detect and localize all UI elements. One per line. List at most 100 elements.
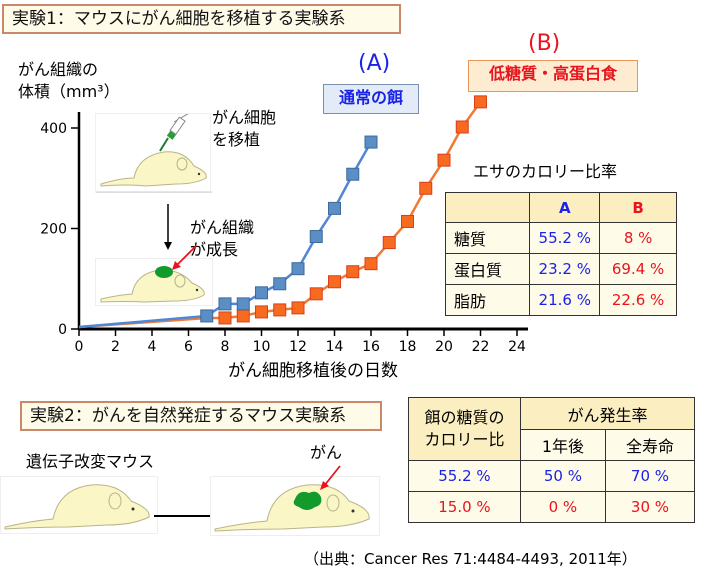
series-a-marker <box>364 135 378 149</box>
series-b-marker <box>273 303 287 317</box>
red-arrow-icon <box>172 245 197 270</box>
rate-one-year: 0 % <box>519 491 606 523</box>
series-b-marker <box>291 301 305 315</box>
annot-inject-line2: を移植 <box>212 130 261 149</box>
series-a-marker <box>291 262 305 276</box>
down-arrow-icon <box>164 204 172 250</box>
rate-lifetime: 70 % <box>604 460 696 492</box>
carb-ratio: 15.0 % <box>408 491 521 523</box>
x-axis-label: がん細胞移植後の日数 <box>228 361 398 381</box>
nutrient-label: 脂肪 <box>444 284 531 316</box>
diet-b-tag: (B) <box>528 31 561 56</box>
nutrient-label: 蛋白質 <box>444 253 531 285</box>
y-axis-label-line1: がん組織の <box>18 60 99 79</box>
x-tick-label: 4 <box>148 339 157 355</box>
series-a-marker <box>328 201 341 215</box>
annot-growth-line1: がん組織 <box>190 218 255 237</box>
mouse-syringe-icon <box>96 111 212 193</box>
series-b-marker <box>346 265 360 279</box>
table-row: 糖質 55.2 % 8 % <box>444 222 677 254</box>
chart-series <box>78 95 487 329</box>
cancer-mouse-illustration <box>210 476 380 536</box>
y-tick-label: 0 <box>58 322 67 338</box>
series-b-marker <box>364 257 378 271</box>
calorie-table-title: エサのカロリー比率 <box>473 162 618 181</box>
table-row: 蛋白質 23.2 % 69.4 % <box>444 253 677 285</box>
calorie-header-blank <box>444 192 531 223</box>
x-tick-label: 10 <box>253 339 271 355</box>
series-b-marker <box>218 311 232 325</box>
series-b-marker <box>474 95 487 109</box>
x-tick-label: 6 <box>184 339 193 355</box>
value-a: 23.2 % <box>529 253 601 285</box>
mouse-cancer-icon <box>214 484 370 532</box>
mouse-tumor-illustration <box>95 258 213 306</box>
cancer-label: がん <box>310 443 343 462</box>
series-b-marker <box>419 181 433 195</box>
series-b-marker <box>328 275 341 289</box>
source-citation: （出典：Cancer Res 71:4484-4493, 2011年） <box>304 550 637 568</box>
x-tick-label: 0 <box>75 339 84 355</box>
series-b-marker <box>309 287 323 301</box>
series-b-marker <box>255 305 268 319</box>
y-tick-label: 200 <box>40 222 67 238</box>
header-lifetime: 全寿命 <box>604 429 696 461</box>
value-a: 55.2 % <box>529 222 601 254</box>
cancer-incidence-table: 餌の糖質の カロリー比 がん発生率 1年後 全寿命 55.2 % 50 % 70… <box>408 397 696 523</box>
x-tick-label: 14 <box>326 339 344 355</box>
x-tick-label: 24 <box>508 339 526 355</box>
series-a-marker <box>200 309 214 323</box>
experiment2-title: 実験2：がんを自然発症するマウス実験系 <box>20 401 382 431</box>
series-a-marker <box>236 297 250 311</box>
x-tick-label: 20 <box>435 339 453 355</box>
diet-a-label: 通常の餌 <box>323 84 419 114</box>
rate-one-year: 50 % <box>519 460 606 492</box>
header-cancer-rate: がん発生率 <box>519 397 696 430</box>
series-a-marker <box>273 277 287 291</box>
diet-b-label: 低糖質・高蛋白食 <box>468 60 638 92</box>
header-carb-ratio-line1: 餌の糖質の <box>424 408 505 427</box>
series-a-marker <box>346 167 360 181</box>
series-a-marker <box>255 286 268 300</box>
series-b-marker <box>236 309 250 323</box>
carb-ratio: 55.2 % <box>408 460 521 492</box>
mouse-injection-illustration <box>95 111 212 193</box>
series-b-marker <box>382 236 396 250</box>
mouse-icon <box>4 484 150 530</box>
value-a: 21.6 % <box>529 284 601 316</box>
table-row: 55.2 % 50 % 70 % <box>408 460 696 492</box>
annot-growth-line2: が成長 <box>190 240 239 259</box>
value-b: 69.4 % <box>599 253 677 285</box>
calorie-ratio-table: A B 糖質 55.2 % 8 % 蛋白質 23.2 % 69.4 % 脂肪 2… <box>444 192 677 316</box>
x-tick-label: 12 <box>289 339 307 355</box>
x-tick-label: 18 <box>399 339 417 355</box>
transgenic-mouse-illustration <box>0 476 158 534</box>
annot-inject-line1: がん細胞 <box>212 108 277 127</box>
x-tick-label: 8 <box>221 339 230 355</box>
header-one-year: 1年後 <box>519 429 606 461</box>
x-tick-label: 22 <box>472 339 490 355</box>
value-b: 8 % <box>599 222 677 254</box>
y-tick-label: 400 <box>40 121 67 137</box>
value-b: 22.6 % <box>599 284 677 316</box>
table-row: 15.0 % 0 % 30 % <box>408 491 696 523</box>
red-arrow-icon <box>320 465 341 490</box>
header-carb-ratio: 餌の糖質の カロリー比 <box>408 397 521 461</box>
rate-lifetime: 30 % <box>604 491 696 523</box>
nutrient-label: 糖質 <box>444 222 531 254</box>
transgenic-mouse-label: 遺伝子改変マウス <box>26 452 155 471</box>
diet-a-tag: (A) <box>358 51 391 76</box>
x-tick-label: 16 <box>362 339 380 355</box>
x-tick-label: 2 <box>111 339 120 355</box>
calorie-header-a: A <box>529 192 601 223</box>
series-b-marker <box>437 153 451 167</box>
y-axis-label-line2: 体積（mm³） <box>18 82 120 101</box>
series-a-marker <box>218 297 232 311</box>
series-a-marker <box>309 230 323 244</box>
table-row: 脂肪 21.6 % 22.6 % <box>444 284 677 316</box>
series-b-marker <box>455 120 469 134</box>
header-carb-ratio-line2: カロリー比 <box>424 430 505 449</box>
series-b-marker <box>401 214 414 228</box>
